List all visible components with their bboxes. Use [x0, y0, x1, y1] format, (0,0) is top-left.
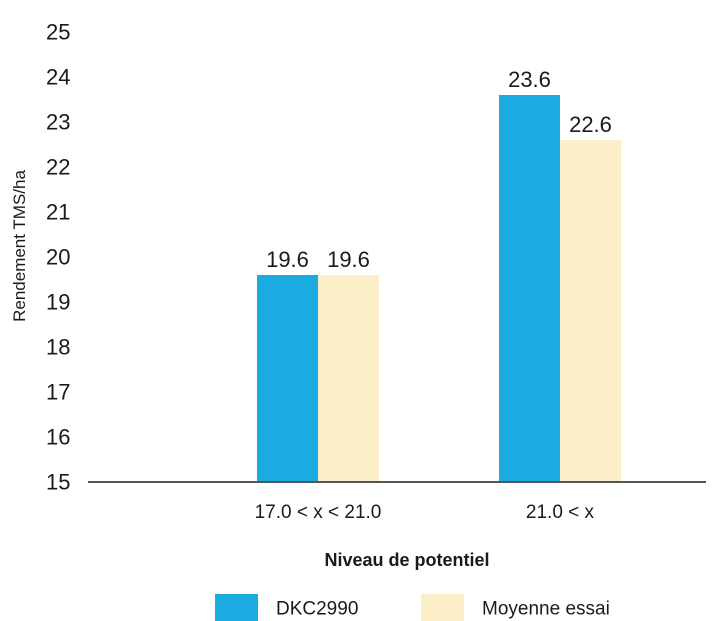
y-axis-ticks: 15 16 17 18 19 20 21 22 23 24 25: [46, 20, 70, 495]
x-axis-label: Niveau de potentiel: [324, 550, 489, 570]
data-label-s0-c1: 23.6: [508, 67, 551, 92]
bar-s0-c0: [257, 275, 318, 482]
legend-swatch-0: [215, 594, 258, 621]
y-tick-label-9: 24: [46, 65, 70, 90]
x-axis-categories: 17.0 < x < 21.0 21.0 < x: [255, 502, 595, 523]
y-axis-label: Rendement TMS/ha: [10, 170, 29, 322]
y-tick-label-1: 16: [46, 425, 70, 450]
category-label-1: 21.0 < x: [526, 502, 595, 523]
bars: 19.6 23.6 19.6 22.6: [257, 67, 621, 482]
legend-swatch-1: [421, 594, 464, 621]
category-label-0: 17.0 < x < 21.0: [255, 502, 382, 523]
legend-label-0: DKC2990: [276, 599, 358, 620]
data-label-s1-c1: 22.6: [569, 112, 612, 137]
y-tick-label-2: 17: [46, 380, 70, 405]
legend: DKC2990 Moyenne essai: [215, 594, 610, 621]
data-label-s0-c0: 19.6: [266, 247, 309, 272]
y-tick-label-10: 25: [46, 20, 70, 45]
legend-label-1: Moyenne essai: [482, 599, 610, 620]
data-label-s1-c0: 19.6: [327, 247, 370, 272]
bar-s1-c0: [318, 275, 379, 482]
y-tick-label-4: 19: [46, 290, 70, 315]
y-tick-label-5: 20: [46, 245, 70, 270]
y-tick-label-3: 18: [46, 335, 70, 360]
y-tick-label-6: 21: [46, 200, 70, 225]
bar-s1-c1: [560, 140, 621, 482]
bar-s0-c1: [499, 95, 560, 482]
y-tick-label-8: 23: [46, 110, 70, 135]
y-tick-label-7: 22: [46, 155, 70, 180]
y-tick-label-0: 15: [46, 470, 70, 495]
